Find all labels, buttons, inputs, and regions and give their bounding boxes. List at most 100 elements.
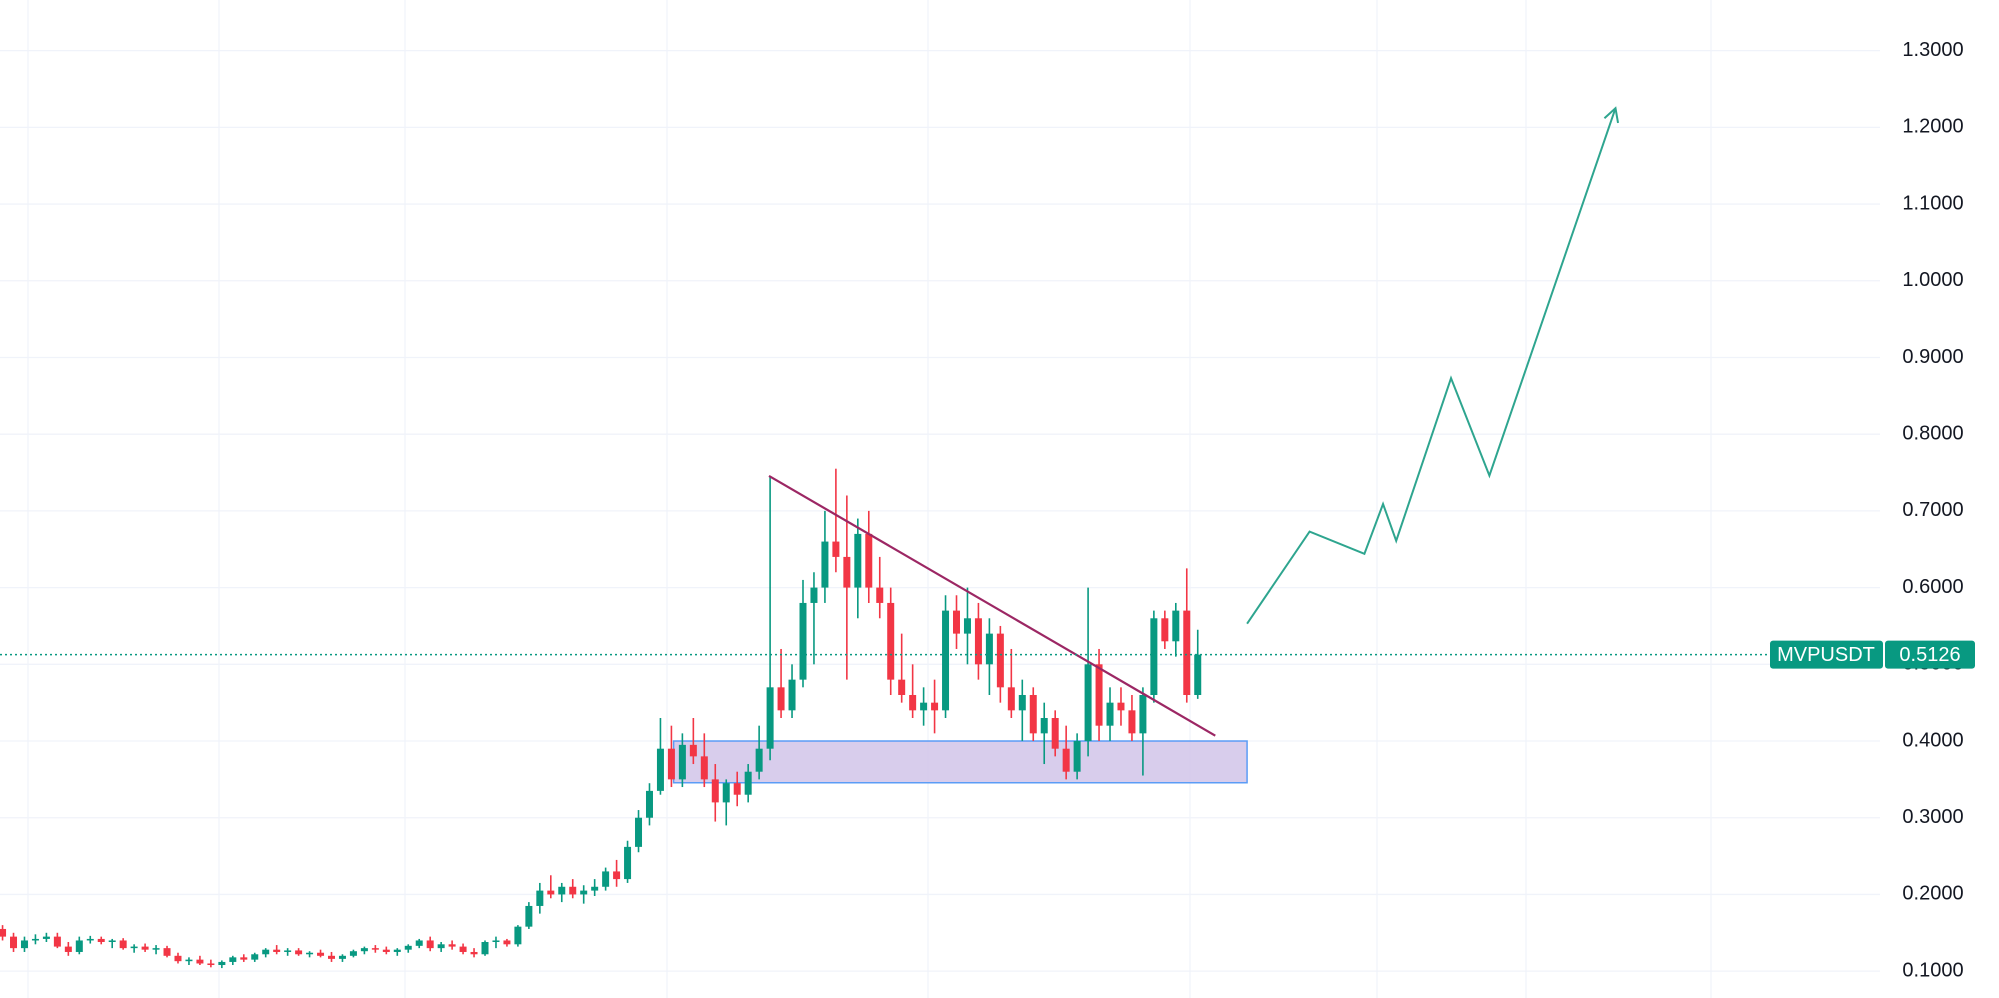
candle-body xyxy=(635,817,643,847)
candle-body xyxy=(942,610,950,711)
candle-body xyxy=(558,886,566,895)
candle-body xyxy=(1007,687,1015,711)
candle-body xyxy=(1128,710,1136,734)
candle-body xyxy=(1183,610,1191,695)
candle-body xyxy=(1073,741,1081,772)
candle-body xyxy=(667,748,675,780)
candle-body xyxy=(53,936,61,947)
candle-body xyxy=(909,694,917,711)
candle-body xyxy=(1150,618,1158,695)
candle-body xyxy=(985,633,993,665)
candle-body xyxy=(141,946,149,950)
candle-body xyxy=(426,940,434,949)
candle-body xyxy=(1106,702,1114,726)
candle-body xyxy=(953,610,961,634)
candle-body xyxy=(349,951,357,956)
candle-body xyxy=(1018,694,1026,711)
candle-body xyxy=(20,940,28,949)
trend-line xyxy=(768,474,1216,737)
y-tick-label: 0.2000 xyxy=(1902,883,1963,905)
candle-body xyxy=(876,587,884,603)
candle-body xyxy=(119,940,127,949)
y-tick-label: 0.3000 xyxy=(1902,806,1963,828)
y-tick-label: 0.9000 xyxy=(1902,346,1963,368)
y-tick-label: 1.1000 xyxy=(1902,192,1963,214)
candle-body xyxy=(722,783,730,803)
candle-body xyxy=(382,949,390,952)
candle-body xyxy=(207,963,215,966)
candle-body xyxy=(42,936,50,939)
y-tick-label: 1.2000 xyxy=(1902,116,1963,138)
candle-body xyxy=(898,679,906,695)
candle-body xyxy=(744,771,752,795)
candle-body xyxy=(1095,664,1103,726)
candle-body xyxy=(887,602,895,680)
candle-body xyxy=(404,945,412,950)
candle-body xyxy=(580,890,588,895)
candle-body xyxy=(591,886,599,891)
candle-body xyxy=(843,556,851,588)
candle-body xyxy=(437,944,445,949)
candle-body xyxy=(963,618,971,634)
candle-body xyxy=(306,952,314,955)
candle-body xyxy=(10,936,18,949)
candle-body xyxy=(711,779,719,803)
candle-body xyxy=(492,940,500,943)
candle-body xyxy=(645,790,653,818)
candle-body xyxy=(97,938,105,943)
candle-body xyxy=(799,602,807,680)
candle-body xyxy=(777,687,785,711)
candle-body xyxy=(448,944,456,947)
candle-body xyxy=(1062,748,1070,772)
symbol-tag xyxy=(1770,640,1883,669)
candle-body xyxy=(920,702,928,711)
candle-body xyxy=(1161,618,1169,642)
candle-body xyxy=(328,955,335,959)
candle-body xyxy=(996,633,1004,688)
candle-body xyxy=(218,961,226,966)
price-label: 0.5126 xyxy=(1899,644,1960,666)
candle-body xyxy=(547,890,555,895)
candle-body xyxy=(1194,654,1202,695)
candle-body xyxy=(163,948,171,956)
candle-body xyxy=(1084,664,1092,742)
candle-body xyxy=(393,949,401,952)
candle-body xyxy=(832,541,840,557)
candle-body xyxy=(810,587,818,603)
y-tick-label: 1.3000 xyxy=(1902,39,1963,61)
candle-body xyxy=(974,618,982,665)
y-tick-label: 0.8000 xyxy=(1902,422,1963,444)
candle-body xyxy=(931,702,939,711)
candle-body xyxy=(338,955,346,959)
price-tag xyxy=(1885,640,1975,669)
candle-body xyxy=(481,942,489,955)
candle-body xyxy=(284,950,292,952)
candle-body xyxy=(108,940,116,943)
candle-body xyxy=(656,748,664,791)
candle-body xyxy=(317,952,325,956)
candle-body xyxy=(0,928,7,937)
candle-body xyxy=(86,938,94,941)
y-tick-label: 1.0000 xyxy=(1902,269,1963,291)
candle-body xyxy=(415,940,423,946)
candle-body xyxy=(733,783,741,795)
candle-body xyxy=(174,955,182,962)
y-tick-label: 0.6000 xyxy=(1902,576,1963,598)
candle-body xyxy=(1029,694,1037,734)
candle-body xyxy=(1040,718,1048,734)
candle-body xyxy=(689,744,697,757)
candle-body xyxy=(185,959,193,962)
candle-body xyxy=(821,541,829,588)
candle-body xyxy=(602,871,610,887)
candle-body xyxy=(569,886,577,895)
y-tick-label: 0.4000 xyxy=(1902,729,1963,751)
candle-body xyxy=(755,748,763,772)
arrow-head xyxy=(1603,106,1620,124)
candle-body xyxy=(295,950,303,955)
candle-body xyxy=(64,946,72,952)
candle-body xyxy=(503,940,511,945)
candle-body xyxy=(1051,718,1059,749)
candle-body xyxy=(678,744,686,780)
candle-body xyxy=(459,946,467,952)
